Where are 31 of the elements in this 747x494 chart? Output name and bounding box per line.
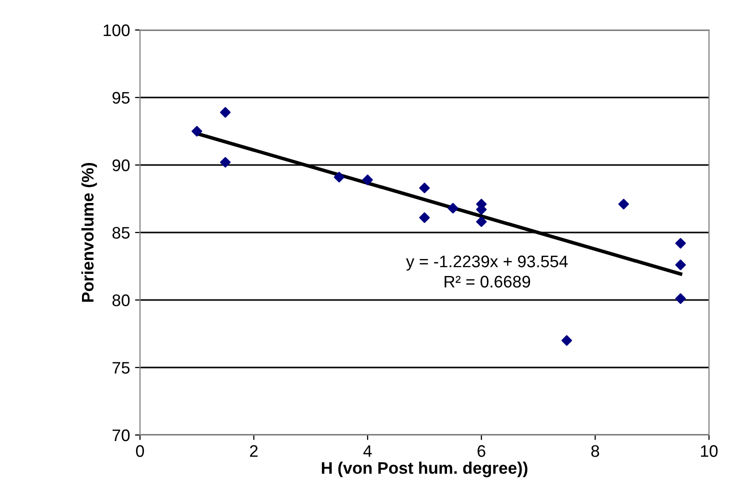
x-tick-label: 0 — [136, 445, 144, 457]
x-axis-title: H (von Post hum. degree)) — [322, 462, 528, 478]
point — [419, 212, 430, 223]
y-tick-label: 80 — [112, 294, 130, 306]
point — [675, 260, 686, 270]
point — [419, 182, 430, 194]
y-tick-label: 95 — [112, 92, 130, 104]
point — [561, 335, 572, 346]
point — [334, 172, 344, 182]
point — [362, 174, 373, 186]
x-tick-label: 4 — [363, 445, 372, 457]
point — [675, 238, 686, 249]
x-tick-label: 8 — [591, 445, 600, 457]
annotation: R² = 0.6689 — [444, 276, 530, 288]
point — [220, 107, 231, 118]
annotation: y = -1.2239x + 93.554 — [406, 256, 568, 271]
y-tick-label: 70 — [112, 429, 130, 442]
point — [476, 216, 487, 227]
y-axis-title: Porienvolume (%) — [81, 162, 97, 302]
y-tick-label: 85 — [112, 226, 130, 239]
x-tick-label: 6 — [478, 445, 486, 457]
y-tick-label: 100 — [104, 24, 130, 36]
x-tick-label: 10 — [701, 445, 718, 457]
point — [220, 157, 231, 168]
point — [448, 202, 458, 214]
y-tick-label: 75 — [112, 362, 130, 374]
x-tick-label: 2 — [250, 445, 258, 457]
point — [675, 293, 686, 304]
point — [192, 126, 202, 137]
point — [618, 198, 629, 210]
y-tick-label: 90 — [112, 159, 130, 172]
